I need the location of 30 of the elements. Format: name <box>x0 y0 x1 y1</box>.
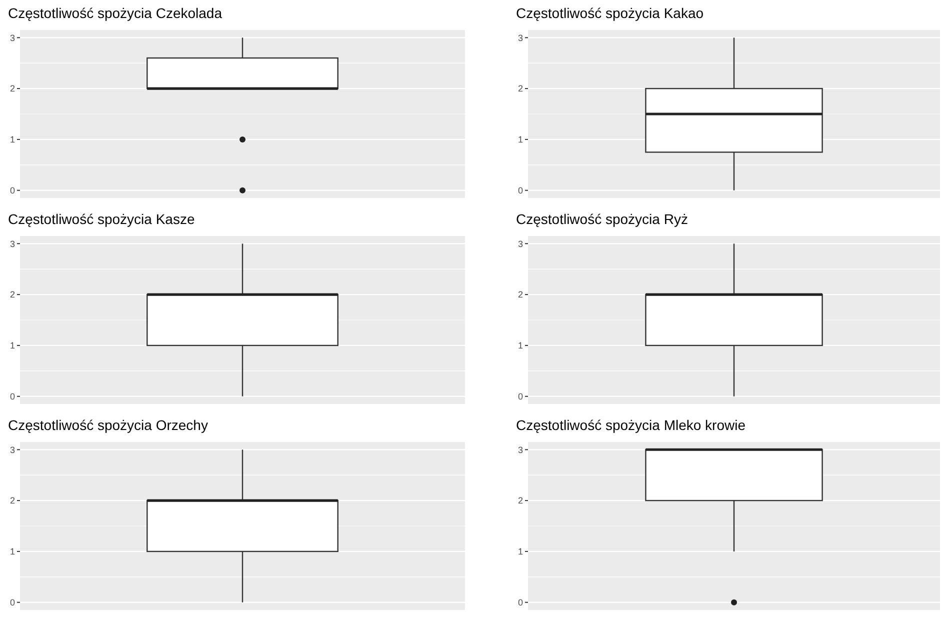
y-tick-label: 1 <box>10 134 15 145</box>
y-tick-label: 3 <box>10 444 15 455</box>
y-tick-label: 0 <box>10 392 15 402</box>
y-tick-label: 1 <box>10 340 15 351</box>
y-tick-label: 3 <box>10 238 15 249</box>
y-tick-label: 0 <box>518 186 523 196</box>
chart-title: Częstotliwość spożycia Czekolada <box>8 5 222 21</box>
y-tick-label: 3 <box>518 32 523 43</box>
chart-title: Częstotliwość spożycia Kasze <box>8 211 195 227</box>
y-tick-label: 2 <box>518 84 523 94</box>
y-tick-label: 0 <box>10 598 15 608</box>
chart-title: Częstotliwość spożycia Ryż <box>516 211 688 227</box>
y-tick-label: 3 <box>10 32 15 43</box>
y-tick-label: 1 <box>518 546 523 557</box>
y-tick-label: 0 <box>518 392 523 402</box>
y-tick-label: 2 <box>10 496 15 506</box>
y-tick-label: 1 <box>518 340 523 351</box>
chart-title: Częstotliwość spożycia Kakao <box>516 5 704 21</box>
y-tick-label: 0 <box>10 186 15 196</box>
y-tick-label: 1 <box>10 546 15 557</box>
y-tick-label: 3 <box>518 444 523 455</box>
y-tick-label: 2 <box>10 290 15 300</box>
chart-title: Częstotliwość spożycia Orzechy <box>8 417 208 433</box>
y-tick-label: 2 <box>10 84 15 94</box>
chart-title: Częstotliwość spożycia Mleko krowie <box>516 417 746 433</box>
y-tick-label: 3 <box>518 238 523 249</box>
y-tick-label: 0 <box>518 598 523 608</box>
y-tick-label: 2 <box>518 290 523 300</box>
y-tick-label: 1 <box>518 134 523 145</box>
y-tick-label: 2 <box>518 496 523 506</box>
